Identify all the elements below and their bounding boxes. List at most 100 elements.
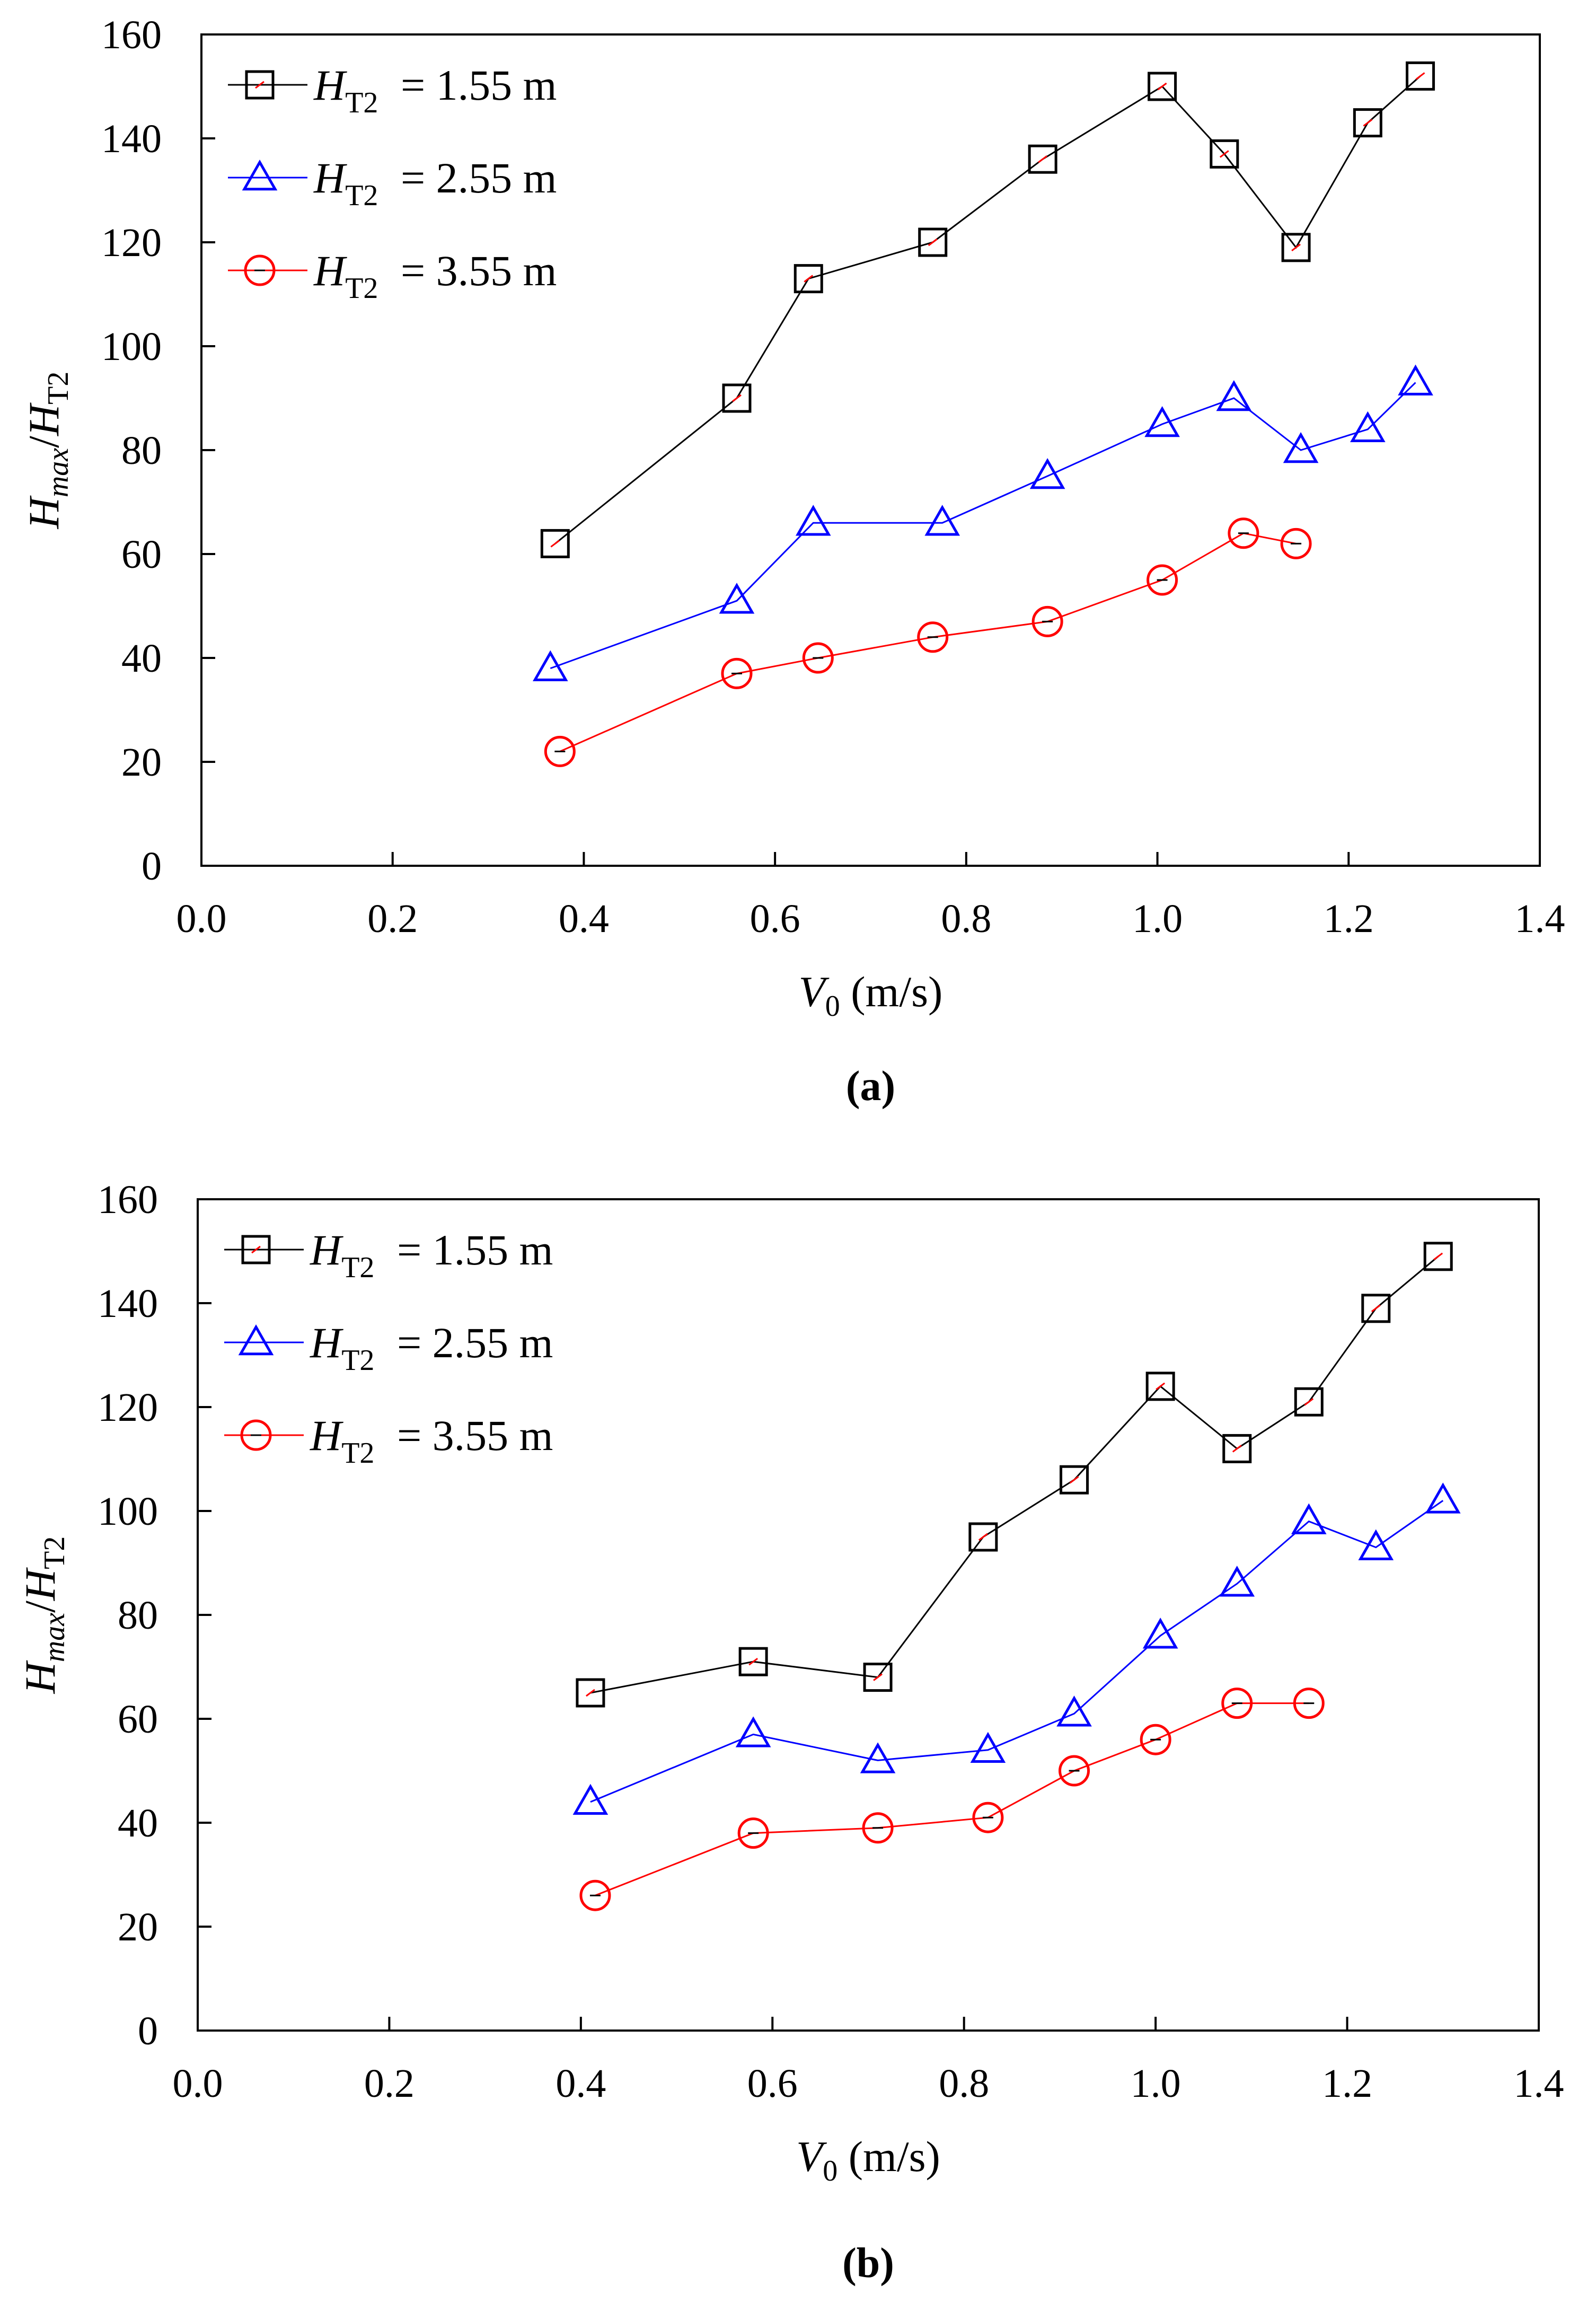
chart-b-series-2	[572, 1482, 1461, 1815]
chart-b-series-1-marker-0	[576, 1678, 605, 1708]
chart-a-x-tick-label-2: 0.4	[559, 897, 609, 941]
chart-b-y-axis-label: Hmax/HT2	[16, 1536, 71, 1694]
chart-b-series-3-marker-4	[1059, 1755, 1090, 1787]
chart-b-series-1-inner-tick	[978, 1533, 988, 1541]
chart-a-series-3	[544, 517, 1312, 767]
chart-b-series-1-inner-tick	[748, 1657, 759, 1666]
chart-a-series-1-inner-tick	[732, 394, 742, 402]
chart-b-y-tick-label-3: 60	[118, 1697, 158, 1742]
chart-b-x-tick-label-3: 0.6	[747, 2061, 798, 2106]
chart-b-legend-item-3: HT2 = 3.55 m	[224, 1411, 553, 1470]
chart-b-series-1-inner-tick	[586, 1689, 595, 1697]
chart-a-series-2-marker-3	[924, 505, 960, 536]
chart-a-series-2-marker-2	[795, 505, 831, 536]
chart-a-series-3-marker-7	[1280, 528, 1312, 559]
chart-b-legend-item-1-inner-tick	[251, 1245, 261, 1254]
chart-a-series-1-inner-tick	[1038, 155, 1048, 163]
chart-a-series-1-marker-8	[1353, 108, 1382, 138]
chart-a-series-3-marker-6	[1228, 517, 1259, 549]
chart-a-series-2-marker-8	[1350, 411, 1386, 443]
chart-b-caption: (b)	[842, 2240, 894, 2287]
chart-a-legend-item-1-marker-0	[245, 70, 275, 100]
chart-a-y-tick-label-3: 60	[121, 532, 162, 577]
chart-b-series-1-marker-1	[738, 1647, 768, 1676]
chart-b-legend-item-1: HT2 = 1.55 m	[224, 1226, 553, 1284]
chart-a-legend-item-2-label: HT2 = 2.55 m	[313, 154, 557, 212]
chart-a-x-tick-label-1: 0.2	[367, 897, 418, 941]
chart-a-series-2-marker-0	[532, 650, 568, 681]
chart-b-series-1-line	[590, 1255, 1439, 1694]
chart-b-series-1-inner-tick	[1156, 1382, 1166, 1391]
chart-b-legend-item-2: HT2 = 2.55 m	[224, 1319, 553, 1377]
chart-b-x-tick-label-6: 1.2	[1322, 2061, 1372, 2106]
chart-a-x-tick-label-5: 1.0	[1132, 897, 1183, 941]
chart-b-series-1-inner-tick	[1304, 1398, 1314, 1406]
chart-b-series-2-marker-3	[970, 1732, 1006, 1763]
chart-a-series-1-inner-tick	[1219, 150, 1229, 158]
chart-b-series-1-marker-2	[863, 1663, 893, 1692]
chart-b-series-2-marker-2	[860, 1742, 896, 1773]
chart-b-y-tick-label-1: 20	[118, 1905, 158, 1949]
chart-a-series-2-marker-7	[1283, 432, 1319, 463]
chart-a-series-2-marker-5	[1144, 406, 1180, 437]
chart-a-y-tick-label-5: 100	[101, 324, 162, 369]
chart-a-x-tick-label-4: 0.8	[941, 897, 991, 941]
chart-a-series-3-line	[559, 532, 1297, 752]
chart-b-series-2-marker-9	[1425, 1482, 1461, 1514]
chart-b-legend-item-2-marker-0	[238, 1324, 274, 1356]
chart-a-series-1-marker-6	[1210, 139, 1239, 169]
chart-a-series-1-inner-tick	[928, 238, 938, 247]
chart-b-series-1-marker-6	[1222, 1434, 1252, 1463]
chart-b-series-3-marker-2	[862, 1812, 894, 1844]
chart-b-series-1-inner-tick	[1433, 1252, 1443, 1261]
chart-b-y-tick-label-5: 100	[98, 1489, 158, 1534]
chart-b-y-tick-label-4: 80	[118, 1593, 158, 1638]
chart-b-series-1-marker-4	[1060, 1465, 1089, 1495]
chart-b-series-1-inner-tick	[1371, 1304, 1381, 1313]
chart-a-y-tick-label-1: 20	[121, 740, 162, 785]
chart-a-series-3-marker-4	[1031, 605, 1063, 637]
chart-b-legend-item-1-marker-0	[241, 1235, 271, 1264]
chart-b-series-1-marker-7	[1294, 1387, 1324, 1417]
chart-b-legend-item-3-marker-0	[240, 1419, 272, 1451]
chart-a-series-1-inner-tick	[1415, 72, 1425, 80]
chart-b-series-1-marker-3	[968, 1522, 998, 1552]
chart-b-y-tick-label-6: 120	[98, 1385, 158, 1430]
chart-a-series-1-marker-4	[1028, 144, 1057, 174]
chart-b-x-tick-label-7: 1.4	[1514, 2061, 1564, 2106]
chart-a-caption: (a)	[846, 1063, 895, 1110]
chart-a-series-1-marker-2	[793, 264, 823, 294]
chart-a-series-1	[540, 61, 1435, 558]
chart-b-series-3	[579, 1688, 1325, 1911]
chart-b-series-2-line	[590, 1500, 1444, 1803]
chart-b-x-tick-label-0: 0.0	[173, 2061, 223, 2106]
chart-a-series-3-marker-5	[1147, 564, 1178, 596]
chart-b-x-tick-label-4: 0.8	[939, 2061, 989, 2106]
chart-a-series-2-marker-9	[1398, 364, 1433, 396]
chart-b-series-3-marker-0	[579, 1879, 611, 1911]
chart-b-legend-item-2-label: HT2 = 2.55 m	[310, 1319, 553, 1377]
chart-a-series-1-inner-tick	[804, 275, 814, 283]
chart-b-x-tick-label-1: 0.2	[364, 2061, 415, 2106]
chart-a-legend-item-1-inner-tick	[255, 81, 264, 89]
chart-b-x-axis-label: V0 (m/s)	[796, 2132, 940, 2187]
chart-a-legend-item-2: HT2 = 2.55 m	[228, 154, 557, 212]
chart-a-series-2-marker-6	[1216, 380, 1252, 411]
chart-a-series-1-marker-0	[540, 529, 570, 558]
chart-a-series-1-line	[554, 75, 1421, 544]
chart-b-series-1-inner-tick	[1232, 1445, 1242, 1453]
chart-a: 0.0 0.2 0.4 0.6 0.8 1.0 1.2 1.4 0 20 40 60 80 100 120 1…	[20, 13, 1565, 1110]
chart-a-y-tick-label-7: 140	[101, 117, 162, 161]
chart-a-y-tick-label-2: 40	[121, 636, 162, 681]
chart-b-series-3-line	[595, 1702, 1309, 1896]
chart-a-y-tick-label-0: 0	[142, 844, 162, 889]
chart-b: 0.0 0.2 0.4 0.6 0.8 1.0 1.2 1.4 0 20 40 60 80 100 120 1…	[16, 1178, 1564, 2287]
chart-a-series-1-marker-7	[1281, 233, 1311, 262]
chart-b-series-2-marker-7	[1291, 1503, 1327, 1534]
chart-b-y-tick-label-7: 140	[98, 1281, 158, 1326]
chart-a-series-1-inner-tick	[1363, 119, 1373, 127]
chart-b-series-1-inner-tick	[873, 1673, 883, 1681]
chart-a-x-tick-label-7: 1.4	[1515, 897, 1565, 941]
chart-b-legend: HT2 = 1.55 m HT2 = 2.55 m HT2 = 3.55 m	[224, 1226, 553, 1470]
chart-a-x-tick-label-6: 1.2	[1324, 897, 1374, 941]
